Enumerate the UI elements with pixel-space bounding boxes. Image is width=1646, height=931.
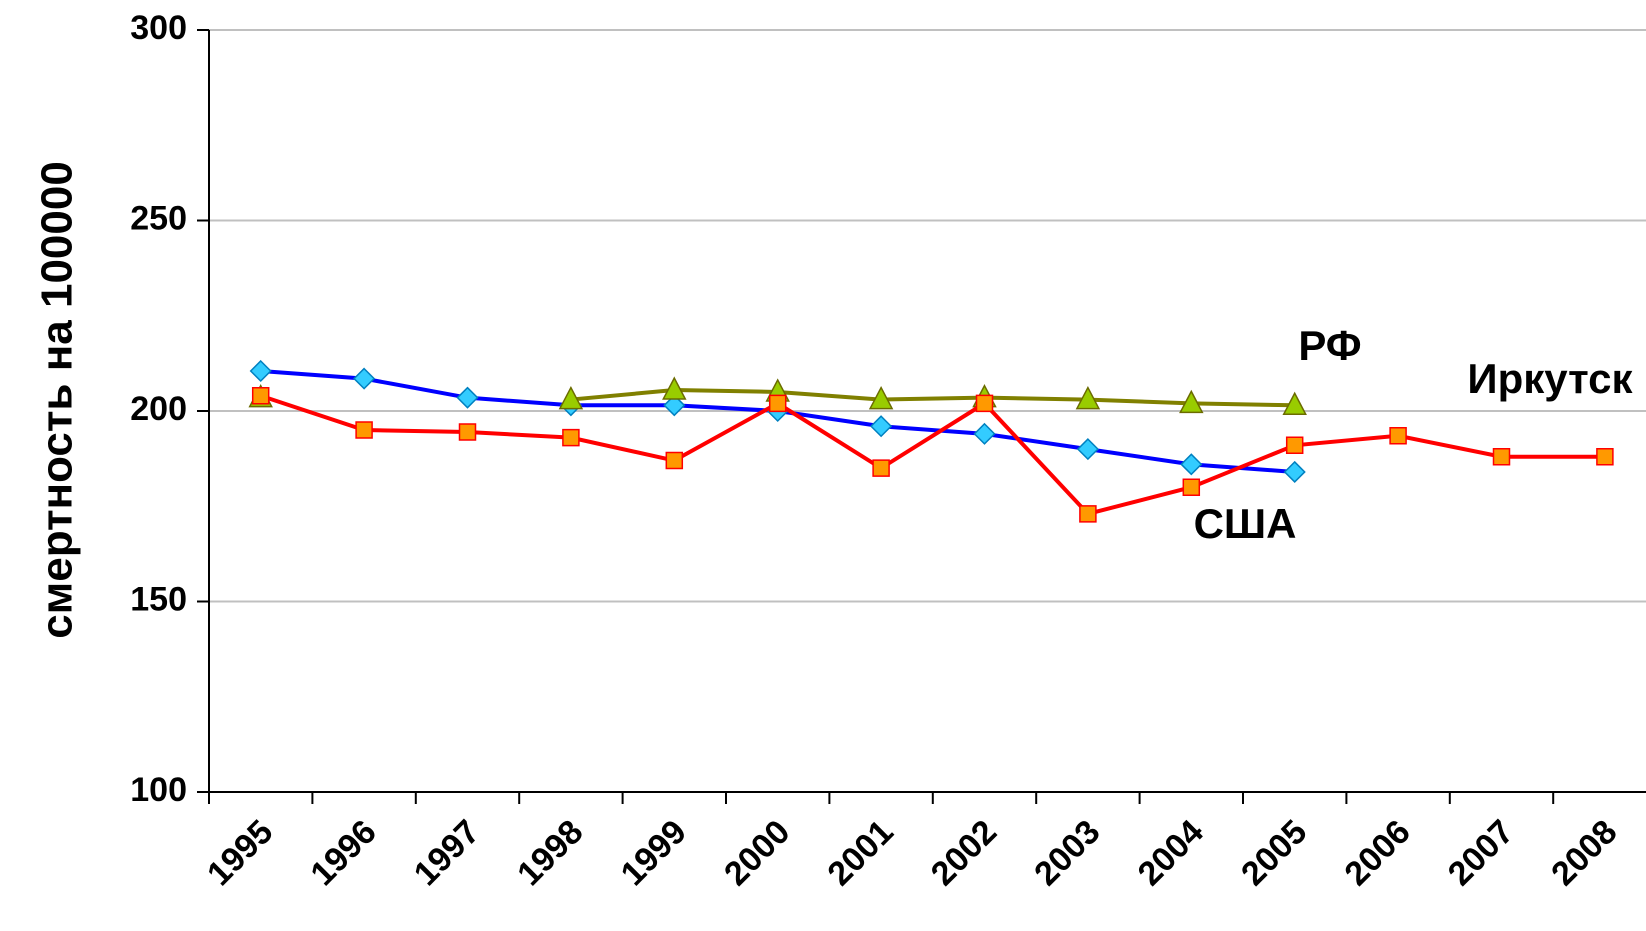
- x-tick-label: 2005: [1234, 813, 1314, 893]
- marker: [662, 376, 687, 400]
- x-tick-label: 2002: [924, 813, 1004, 893]
- x-tick-label: 1998: [510, 813, 590, 893]
- marker: [1075, 385, 1101, 410]
- x-tick-label: 2000: [717, 813, 797, 893]
- marker: [1079, 505, 1097, 523]
- marker: [355, 421, 373, 439]
- marker: [870, 415, 893, 438]
- marker: [456, 386, 479, 409]
- marker: [562, 428, 580, 447]
- marker: [872, 459, 890, 477]
- y-tick-label: 300: [130, 9, 187, 47]
- marker: [1179, 389, 1204, 414]
- x-tick-label: 2006: [1337, 813, 1417, 893]
- marker: [975, 394, 994, 413]
- y-axis-label: смертность на 100000: [33, 161, 82, 639]
- marker: [1182, 478, 1201, 496]
- series-line: [260, 393, 1605, 517]
- x-tick-label: 1999: [614, 813, 694, 893]
- marker: [768, 394, 787, 413]
- y-tick-label: 150: [130, 580, 187, 618]
- series-label: США: [1194, 500, 1297, 547]
- marker: [1596, 447, 1614, 466]
- y-tick-label: 250: [130, 199, 187, 237]
- marker: [1389, 427, 1407, 445]
- marker: [251, 387, 270, 405]
- x-tick-label: 2001: [820, 813, 900, 893]
- x-tick-label: 1997: [407, 813, 487, 893]
- x-tick-label: 2008: [1544, 813, 1624, 893]
- x-tick-label: 1996: [303, 813, 383, 893]
- marker: [1285, 436, 1304, 455]
- x-tick-label: 2007: [1441, 813, 1521, 893]
- marker: [1180, 453, 1203, 476]
- series-label: Иркутск: [1467, 355, 1633, 402]
- series-label: РФ: [1298, 322, 1361, 369]
- marker: [558, 385, 584, 410]
- marker: [663, 394, 686, 417]
- marker: [1283, 460, 1306, 484]
- marker: [249, 359, 272, 383]
- x-tick-label: 2004: [1131, 813, 1211, 893]
- marker: [868, 385, 894, 410]
- marker: [1282, 391, 1307, 416]
- y-tick-label: 100: [130, 771, 187, 809]
- x-tick-label: 1995: [200, 813, 280, 893]
- marker: [973, 422, 996, 445]
- marker: [1492, 447, 1511, 466]
- x-tick-label: 2003: [1027, 813, 1107, 893]
- marker: [665, 451, 684, 470]
- series-line: [570, 388, 1295, 408]
- marker: [353, 367, 376, 390]
- marker: [1076, 438, 1099, 461]
- marker: [458, 423, 477, 441]
- y-tick-label: 200: [130, 390, 187, 428]
